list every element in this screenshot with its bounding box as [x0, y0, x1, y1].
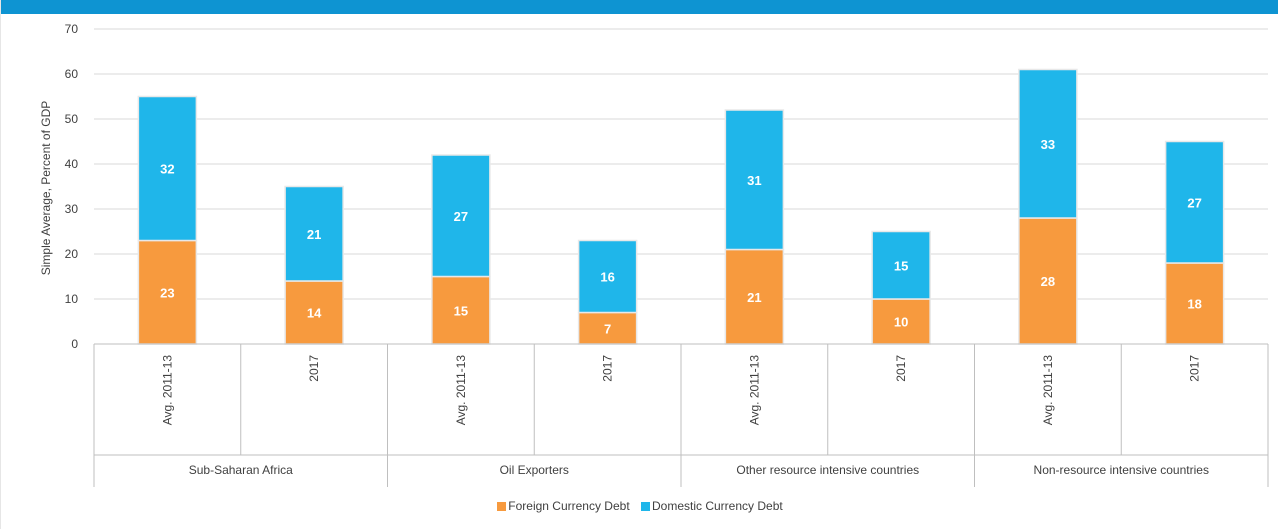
- bar-domestic-segment: [577, 239, 638, 314]
- data-label: 31: [747, 173, 761, 188]
- y-tick-label: 70: [65, 22, 79, 36]
- bar-foreign-segment: [1018, 217, 1078, 345]
- bar-foreign-segment: [284, 280, 344, 345]
- bar-foreign-segment: [724, 248, 785, 345]
- legend-item-foreign: Foreign Currency Debt: [497, 499, 630, 513]
- legend-item-domestic: Domestic Currency Debt: [641, 499, 783, 513]
- bar-domestic-segment: [871, 230, 931, 300]
- x-category-label: Avg. 2011-13: [454, 355, 468, 426]
- bar-domestic-segment: [1164, 140, 1225, 264]
- data-label: 21: [747, 290, 761, 305]
- data-label: 28: [1041, 274, 1055, 289]
- x-axis: Avg. 2011-13 2017 Avg. 2011-13 2017 Avg. 201…: [93, 343, 1269, 487]
- y-tick-label: 30: [65, 202, 79, 216]
- y-axis-label: Simple Average, Percent of GDP: [39, 101, 53, 276]
- header-bar: [1, 0, 1278, 14]
- x-category-label: 2017: [894, 355, 908, 382]
- bars: 23 32 14 21 15 27 7 16 21 31 10 15 28 33 18 27: [137, 68, 1225, 345]
- data-label: 32: [160, 162, 174, 177]
- legend-swatch-foreign: [497, 502, 507, 511]
- y-tick-label: 40: [65, 157, 79, 171]
- x-category-label: 2017: [601, 355, 615, 382]
- data-label: 15: [454, 303, 468, 318]
- y-tick-label: 10: [65, 292, 79, 306]
- bar-domestic-segment: [1018, 68, 1078, 219]
- y-tick-label: 50: [65, 112, 79, 126]
- x-group-label: Other resource intensive countries: [736, 463, 919, 477]
- bar-foreign-segment: [431, 275, 491, 345]
- data-label: 10: [894, 315, 908, 330]
- y-tick-label: 20: [65, 247, 79, 261]
- bar-domestic-segment: [137, 95, 198, 242]
- legend-label-foreign: Foreign Currency Debt: [508, 499, 630, 513]
- x-group-label: Non-resource intensive countries: [1034, 463, 1209, 477]
- y-tick-label: 0: [71, 337, 78, 351]
- legend: Foreign Currency Debt Domestic Currency …: [1, 499, 1278, 513]
- data-label: 23: [160, 285, 174, 300]
- gridlines: [94, 28, 1268, 345]
- data-label: 33: [1041, 137, 1055, 152]
- x-category-label: Avg. 2011-13: [747, 355, 761, 426]
- bar-domestic-segment: [724, 109, 785, 251]
- data-label: 27: [454, 209, 468, 224]
- x-category-label: Avg. 2011-13: [1041, 355, 1055, 426]
- bar-domestic-segment: [431, 154, 491, 278]
- data-label: 18: [1187, 297, 1201, 312]
- data-label: 15: [894, 258, 908, 273]
- x-category-label: Avg. 2011-13: [160, 355, 174, 426]
- y-tick-label: 60: [65, 67, 79, 81]
- data-label: 7: [604, 321, 611, 336]
- data-label: 27: [1187, 195, 1201, 210]
- x-category-label: 2017: [307, 355, 321, 382]
- legend-label-domestic: Domestic Currency Debt: [652, 499, 783, 513]
- y-axis: 0 10 20 30 40 50 60 70: [65, 22, 79, 351]
- x-group-label: Sub-Saharan Africa: [189, 463, 293, 477]
- x-group-label: Oil Exporters: [500, 463, 569, 477]
- x-category-label: 2017: [1188, 355, 1202, 382]
- data-label: 21: [307, 227, 321, 242]
- legend-swatch-domestic: [641, 502, 650, 511]
- bar-domestic-segment: [284, 185, 344, 282]
- bar-foreign-segment: [871, 298, 931, 345]
- data-label: 14: [307, 306, 322, 321]
- bar-foreign-segment: [577, 311, 638, 345]
- data-label: 16: [600, 270, 614, 285]
